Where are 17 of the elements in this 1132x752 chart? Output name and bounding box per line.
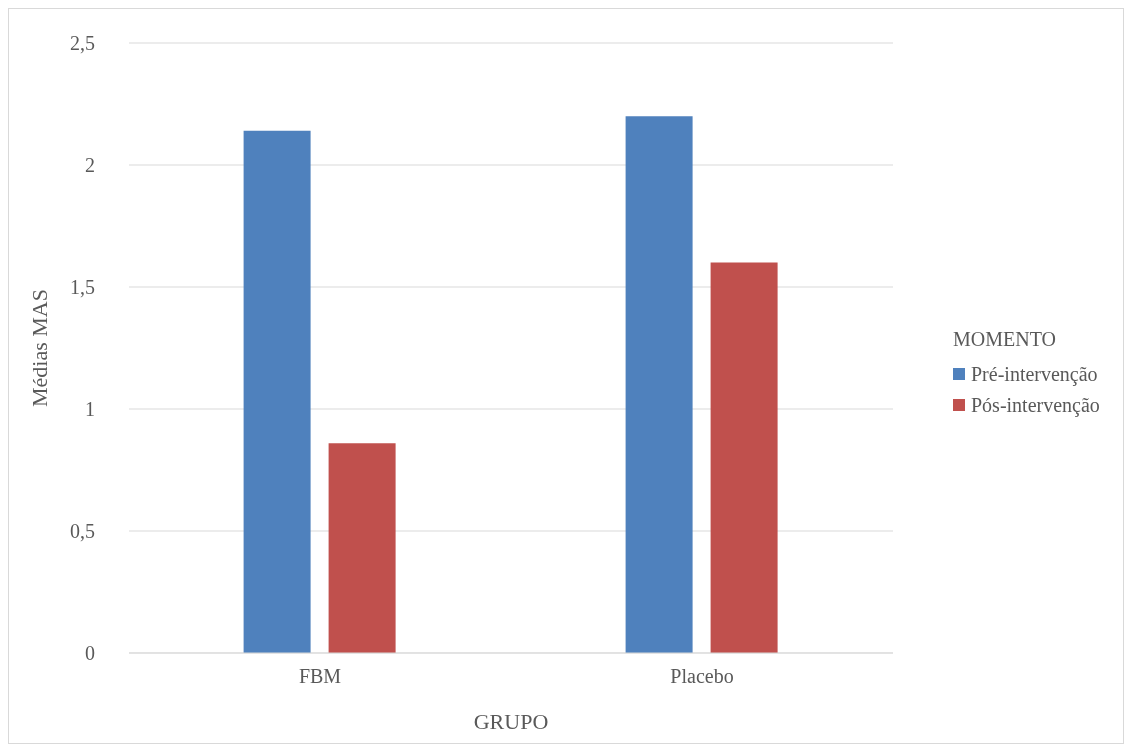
bar xyxy=(243,130,311,653)
x-tick-label: Placebo xyxy=(670,665,734,688)
y-tick-label: 0,5 xyxy=(70,520,95,543)
legend-label: Pós-intervenção xyxy=(971,393,1100,417)
y-tick-label: 1,5 xyxy=(70,276,95,299)
legend-label: Pré-intervenção xyxy=(971,362,1098,386)
legend-title: MOMENTO xyxy=(953,327,1057,351)
y-tick-label: 2 xyxy=(85,154,95,177)
y-tick-label: 0 xyxy=(85,642,95,665)
y-tick-label: 2,5 xyxy=(70,32,95,55)
bar xyxy=(625,116,693,653)
y-tick-label: 1 xyxy=(85,398,95,421)
x-axis-title: GRUPO xyxy=(473,709,549,734)
bar xyxy=(328,443,396,653)
x-tick-label: FBM xyxy=(298,665,342,688)
y-axis-title: Médias MAS xyxy=(26,289,52,407)
bar xyxy=(710,262,778,653)
